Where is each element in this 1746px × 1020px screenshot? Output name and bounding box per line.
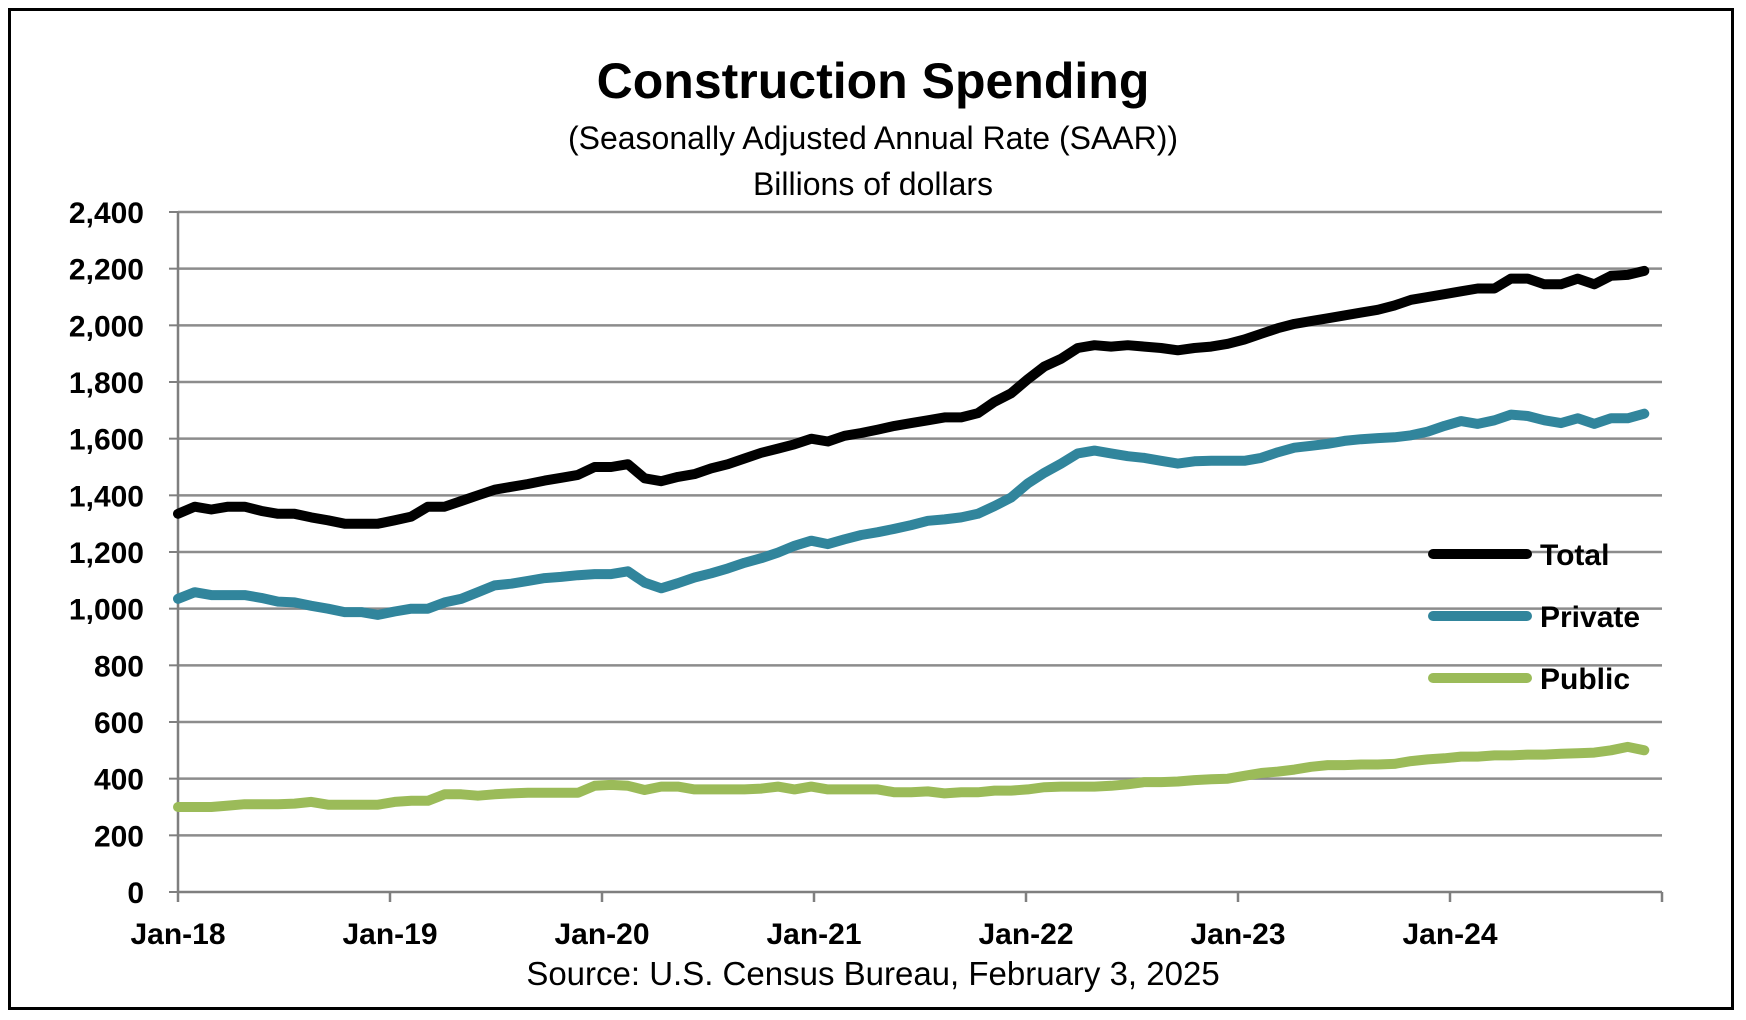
y-tick-label: 1,200	[69, 537, 144, 570]
legend-label-total: Total	[1540, 539, 1609, 572]
y-tick-label: 2,400	[69, 197, 144, 230]
x-tick-label: Jan-19	[342, 918, 437, 951]
y-tick-label: 200	[94, 820, 144, 853]
y-tick-label: 1,000	[69, 594, 144, 627]
x-tick-label: Jan-20	[554, 918, 649, 951]
x-tick-label: Jan-24	[1402, 918, 1497, 951]
y-tick-label: 1,400	[69, 480, 144, 513]
series-line-total	[173, 265, 1650, 529]
x-tick-label: Jan-21	[766, 918, 861, 951]
y-tick-label: 1,600	[69, 424, 144, 457]
chart-subtitle: (Seasonally Adjusted Annual Rate (SAAR))	[567, 120, 1179, 156]
y-tick-label: 800	[94, 650, 144, 683]
x-tick-label: Jan-18	[130, 918, 225, 951]
y-tick-label: 600	[94, 707, 144, 740]
chart-title: Construction Spending	[596, 53, 1150, 109]
legend-label-public: Public	[1540, 663, 1630, 696]
x-tick-label: Jan-22	[978, 918, 1073, 951]
y-tick-label: 2,200	[69, 254, 144, 287]
y-tick-label: 1,800	[69, 367, 144, 400]
y-tick-label: 0	[127, 877, 144, 910]
y-tick-label: 2,000	[69, 310, 144, 343]
series-line-private	[173, 408, 1650, 620]
chart-units-subtitle: Billions of dollars	[752, 166, 994, 202]
series-line-public	[173, 741, 1650, 812]
x-tick-label: Jan-23	[1190, 918, 1285, 951]
chart-source: Source: U.S. Census Bureau, February 3, …	[526, 955, 1220, 992]
y-tick-label: 400	[94, 764, 144, 797]
legend-label-private: Private	[1540, 601, 1640, 634]
